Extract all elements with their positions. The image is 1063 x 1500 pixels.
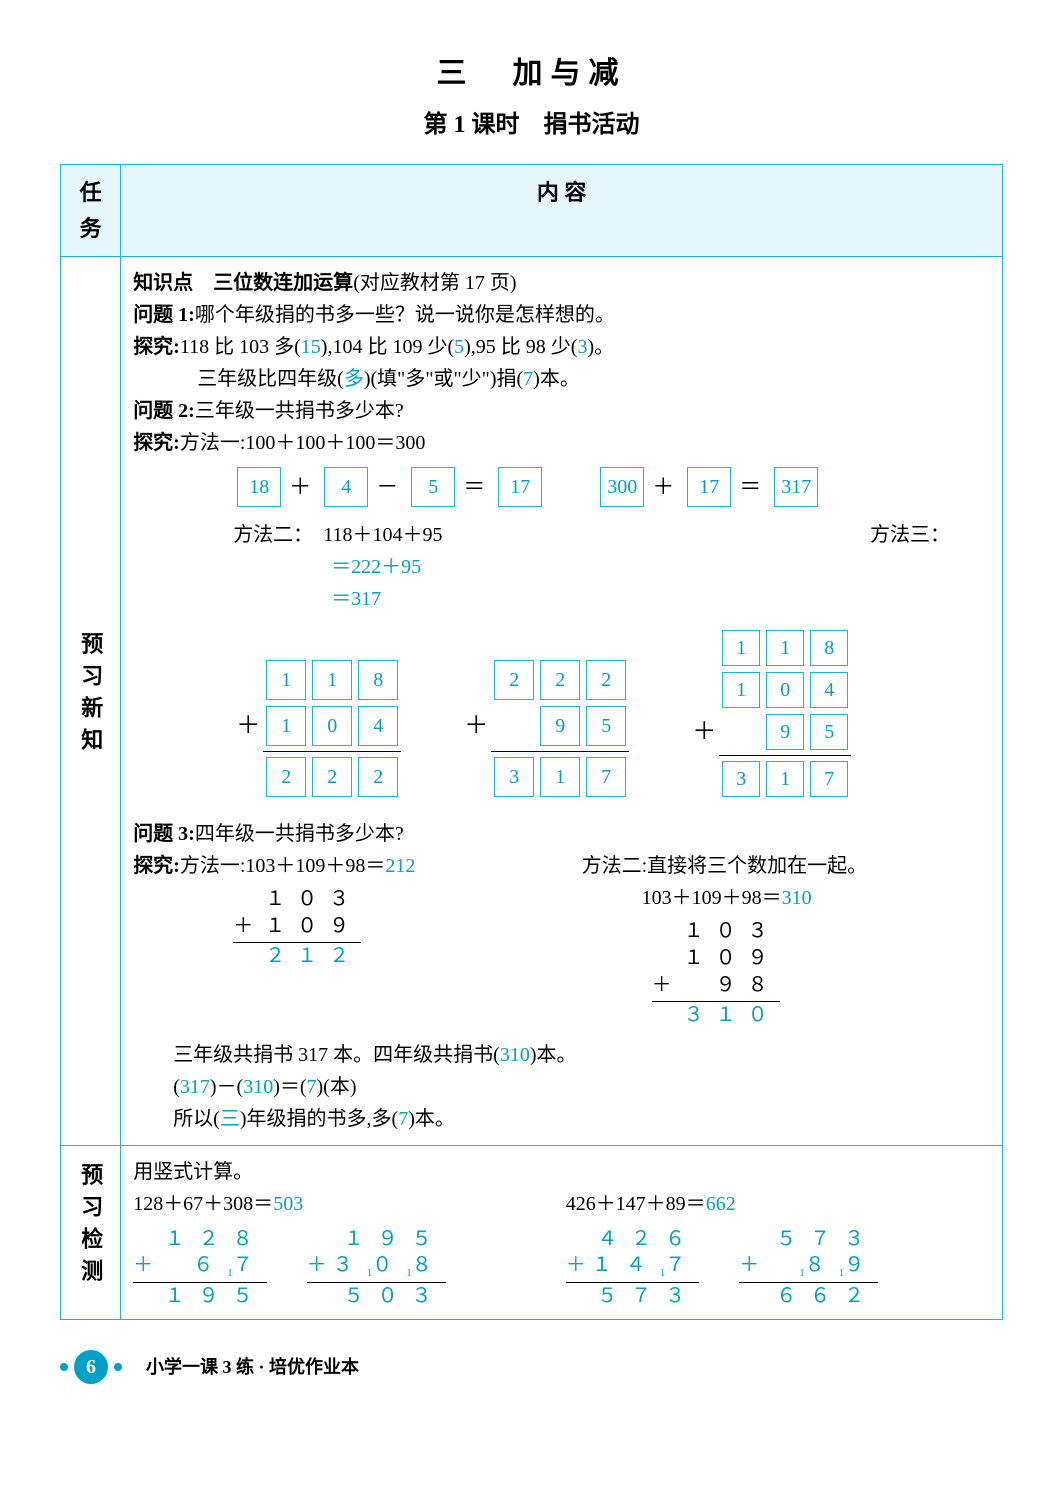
preview-content: 知识点 三位数连加运算(对应教材第 17 页) 问题 1:哪个年级捐的书多一些？… bbox=[121, 256, 1003, 1145]
box-equation: 18＋ 4－ 5＝ 17 300＋ 17＝ 317 bbox=[133, 467, 990, 507]
page-footer: 6 小学一课 3 练 · 培优作业本 bbox=[60, 1350, 1003, 1384]
vertical-calc-group: 118 ＋104 222 222 ＋95 317 118 104 ＋95 317 bbox=[133, 627, 990, 800]
header-task: 任 务 bbox=[61, 165, 121, 256]
dot-icon bbox=[60, 1363, 68, 1371]
header-content: 内 容 bbox=[121, 165, 1003, 256]
row-label-preview: 预习新知 bbox=[61, 256, 121, 1145]
content-table: 任 务 内 容 预习新知 知识点 三位数连加运算(对应教材第 17 页) 问题 … bbox=[60, 164, 1003, 1320]
page-number: 6 bbox=[74, 1350, 108, 1384]
dot-icon bbox=[114, 1363, 122, 1371]
unit-title: 三 加与减 bbox=[60, 50, 1003, 98]
check-content: 用竖式计算。 128＋67＋308＝503 １２８ ＋ ６1７ １９５ １９５ … bbox=[121, 1145, 1003, 1319]
row-label-check: 预习检测 bbox=[61, 1145, 121, 1319]
d bbox=[159, 1254, 193, 1276]
lesson-title: 第 1 课时 捐书活动 bbox=[60, 106, 1003, 144]
book-title: 小学一课 3 练 · 培优作业本 bbox=[146, 1353, 359, 1382]
